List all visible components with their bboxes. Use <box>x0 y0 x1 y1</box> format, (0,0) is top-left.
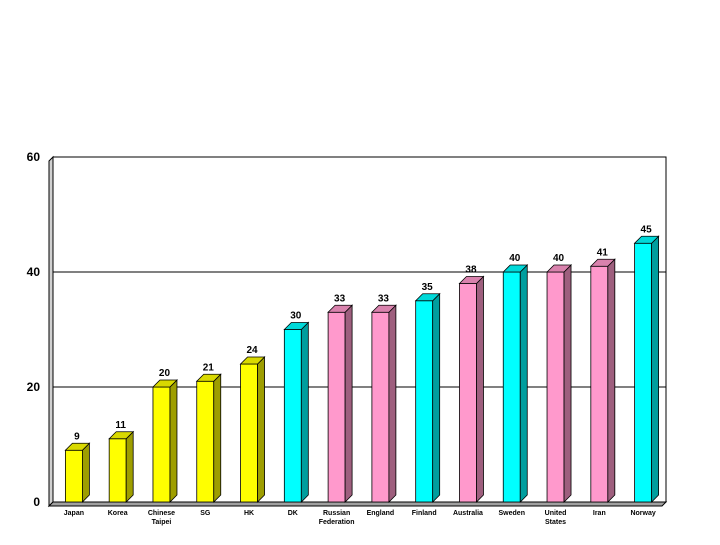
bar <box>502 264 529 503</box>
bar-side <box>432 292 441 503</box>
bar-front <box>64 449 83 503</box>
bar-front <box>590 265 609 503</box>
bar-top <box>283 322 310 330</box>
y-tick-label: 0 <box>33 495 40 509</box>
data-label: 24 <box>246 345 258 356</box>
bar-front <box>108 438 127 503</box>
bar-top <box>151 379 178 388</box>
x-tick-label: HK <box>244 510 254 517</box>
bar-top <box>502 264 529 273</box>
bar-top <box>239 356 266 365</box>
x-tick-label: SG <box>200 510 211 517</box>
bar-top <box>108 431 135 440</box>
data-label: 11 <box>115 420 126 431</box>
bar <box>414 292 441 503</box>
bar <box>327 304 354 503</box>
x-tick-label: Finland <box>412 510 437 517</box>
bar-front <box>371 311 390 503</box>
bar-side <box>607 258 616 503</box>
bar-front <box>327 311 346 503</box>
bar-top <box>195 373 222 382</box>
bar-side <box>519 264 528 503</box>
bar-front <box>502 271 521 503</box>
bar-front <box>152 386 171 503</box>
bar-side <box>213 373 222 503</box>
bar-side <box>344 304 353 503</box>
bar-front <box>546 271 565 503</box>
x-tick-label: Iran <box>593 510 606 517</box>
bar-side <box>300 321 309 503</box>
bar-front <box>459 283 477 503</box>
x-tick-label: England <box>367 510 395 517</box>
bar-side <box>169 379 178 503</box>
x-tick-label: Korea <box>108 510 128 517</box>
data-label: 40 <box>553 253 565 264</box>
bar-top <box>64 442 91 451</box>
x-tick-label: Japan <box>64 510 84 517</box>
bar-top <box>458 276 485 284</box>
bar-top <box>633 235 660 244</box>
bar-side <box>81 442 90 503</box>
bar-side <box>476 275 484 503</box>
data-label: 38 <box>465 265 477 276</box>
data-label: 33 <box>378 293 390 304</box>
data-label: 20 <box>159 368 171 379</box>
floor <box>47 501 668 507</box>
bar-top <box>327 304 354 313</box>
bar-top <box>589 258 616 267</box>
y-tick-label: 20 <box>27 380 41 394</box>
bar <box>589 258 616 503</box>
x-tick-label: Chinese Taipei <box>148 510 175 526</box>
bar <box>239 356 266 503</box>
x-tick-label: DK <box>288 510 298 517</box>
left-wall <box>48 155 54 508</box>
bar-front <box>240 363 258 503</box>
x-tick-label: Russian Federation <box>319 510 355 526</box>
bar-side <box>257 356 265 503</box>
bar-top <box>414 293 441 302</box>
bar <box>458 275 485 503</box>
data-label: 41 <box>597 247 609 258</box>
bar <box>283 321 310 503</box>
bar-top <box>370 304 397 313</box>
data-label: 9 <box>74 431 80 442</box>
data-label: 35 <box>422 282 434 293</box>
x-tick-label: Norway <box>630 510 655 517</box>
data-label: 33 <box>334 293 346 304</box>
bar <box>633 235 660 503</box>
bar <box>108 430 135 503</box>
bar-front <box>283 329 302 503</box>
x-tick-label: United States <box>545 510 567 526</box>
bar-top <box>546 264 573 273</box>
bar-front <box>634 242 653 503</box>
bar-side <box>563 264 572 503</box>
bar <box>370 304 397 503</box>
data-label: 40 <box>509 253 521 264</box>
data-label: 45 <box>641 224 653 235</box>
bar <box>64 442 91 503</box>
x-tick-label: Australia <box>453 510 483 517</box>
bar-front <box>415 300 434 503</box>
bar-side <box>651 235 660 503</box>
data-label: 21 <box>203 362 215 373</box>
y-tick-label: 40 <box>27 265 41 279</box>
x-tick-label: Sweden <box>499 510 525 517</box>
y-tick-label: 60 <box>27 150 41 164</box>
bar-front <box>196 380 215 503</box>
bar <box>151 379 178 503</box>
bar <box>195 373 222 503</box>
plot-area <box>52 156 667 503</box>
bar-side <box>125 430 134 503</box>
bar <box>546 264 573 503</box>
bar-side <box>388 304 397 503</box>
data-label: 30 <box>290 311 302 322</box>
